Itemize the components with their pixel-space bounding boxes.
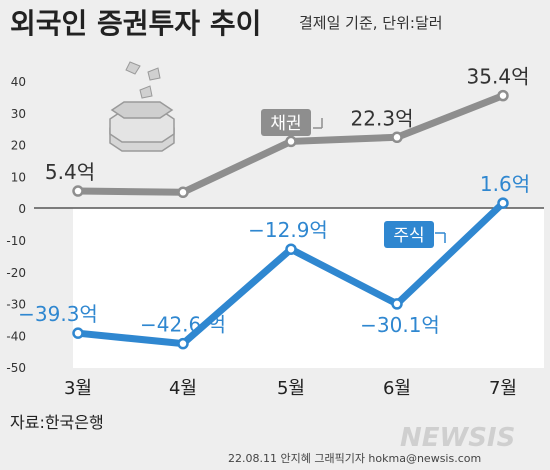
chart-note: 결제일 기준, 단위:달러 [299, 14, 443, 32]
y-tick-label: 20 [11, 139, 26, 153]
data-point [72, 185, 84, 197]
y-tick-label: -10 [6, 234, 26, 248]
x-tick-label: 7월 [489, 378, 517, 399]
data-label: −42.6 억 [140, 313, 226, 337]
y-axis: 40 30 20 10 0 -10 -20 -30 -40 -50 [6, 75, 26, 375]
data-label: 1.6억 [480, 172, 530, 196]
credit-text: 22.08.11 안지혜 그래픽기자 hokma@newsis.com [228, 452, 481, 465]
y-tick-label: 0 [18, 202, 26, 216]
legend-stocks: 주식 [384, 221, 446, 248]
data-label: −30.1억 [360, 313, 440, 337]
data-point [497, 197, 509, 209]
data-label: −39.3억 [18, 302, 98, 326]
series-group: 5.4억 22.3억 35.4억 −39.3억 −42.6 억 −12.9억 −30.1억 1… [18, 65, 530, 350]
data-point [391, 298, 403, 310]
x-tick-label: 5월 [277, 378, 305, 399]
data-point [177, 186, 189, 199]
y-tick-label: 10 [11, 170, 26, 184]
legend-bonds: 채권 [261, 109, 323, 136]
x-tick-label: 3월 [64, 378, 92, 399]
legend-stocks-label: 주식 [393, 226, 424, 246]
y-tick-label: 40 [11, 75, 26, 89]
x-tick-label: 4월 [169, 378, 197, 399]
data-point [285, 243, 297, 255]
data-point [177, 337, 189, 350]
data-label: −12.9억 [248, 218, 328, 242]
data-point [497, 89, 509, 102]
source-text: 자료:한국은행 [10, 413, 104, 432]
y-tick-label: 30 [11, 107, 26, 121]
y-tick-label: -30 [6, 298, 26, 312]
y-tick-label: -40 [6, 329, 26, 343]
data-point [391, 131, 403, 144]
data-point [285, 135, 297, 148]
coin-stack-icon [109, 61, 175, 152]
data-label: 5.4억 [45, 160, 95, 184]
x-axis: 3월 4월 5월 6월 7월 [64, 378, 517, 399]
y-tick-label: -50 [6, 361, 26, 375]
data-label: 35.4억 [467, 65, 530, 89]
data-point [72, 327, 84, 339]
chart-title: 외국인 증권투자 추이 [10, 7, 261, 40]
data-label: 22.3억 [351, 106, 414, 130]
x-tick-label: 6월 [383, 378, 411, 399]
watermark-logo: NEWSIS [400, 423, 515, 453]
y-tick-label: -20 [6, 266, 26, 280]
legend-bonds-label: 채권 [270, 114, 301, 134]
